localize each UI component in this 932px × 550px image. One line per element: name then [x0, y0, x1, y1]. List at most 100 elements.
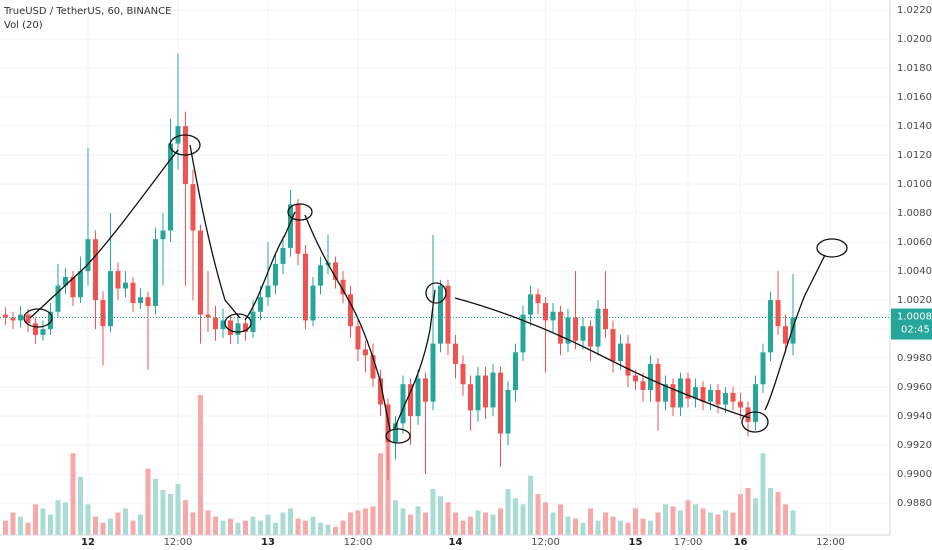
volume-bar: [468, 516, 474, 535]
volume-bar: [790, 510, 796, 535]
candle-body: [483, 375, 489, 408]
candle-body: [227, 320, 233, 335]
y-tick-label: 1.0140: [897, 121, 932, 132]
y-tick-label: 1.0200: [897, 34, 932, 45]
volume-bar: [460, 520, 466, 535]
volume-bar: [220, 520, 226, 535]
candle-body: [520, 314, 526, 353]
candle-body: [197, 230, 203, 315]
candle-body: [783, 326, 789, 344]
volume-bar: [520, 504, 526, 535]
volume-bar: [17, 516, 23, 535]
volume-bar: [77, 476, 83, 535]
candle-body: [415, 378, 421, 417]
volume-bar: [633, 508, 639, 535]
volume-bar: [212, 516, 218, 535]
volume-bar: [317, 522, 323, 535]
volume-bar: [32, 504, 38, 535]
volume-bar: [663, 504, 669, 535]
candle-body: [190, 184, 196, 231]
volume-bar: [505, 489, 511, 535]
candle-body: [130, 282, 136, 304]
volume-bar: [753, 498, 759, 535]
candle-body: [400, 384, 406, 424]
volume-bar: [115, 512, 121, 535]
volume-bar: [723, 510, 729, 535]
y-tick-label: 1.0100: [897, 179, 932, 190]
volume-bar: [302, 520, 308, 535]
y-tick-label: 0.9900: [897, 469, 932, 480]
volume-bar: [152, 478, 158, 535]
volume-bar: [47, 514, 53, 535]
volume-bar: [160, 490, 166, 535]
volume-bar: [122, 508, 128, 535]
candle-body: [385, 404, 391, 443]
y-tick-label: 0.9940: [897, 411, 932, 422]
candle-body: [122, 282, 128, 289]
volume-bar: [475, 510, 481, 535]
volume-bar: [85, 504, 91, 535]
volume-bar: [62, 502, 68, 535]
volume-bar: [325, 524, 331, 535]
candles: [0, 53, 890, 480]
volume-bar: [370, 506, 376, 535]
volume-bar: [603, 512, 609, 535]
x-tick-label: 12:00: [344, 537, 373, 548]
candle-body: [535, 294, 541, 304]
candle-body: [392, 423, 398, 443]
candle-body: [693, 387, 699, 399]
candle-body: [558, 311, 564, 344]
candle-body: [663, 384, 669, 402]
x-tick-label: 12:00: [164, 537, 193, 548]
x-tick-label: 12:00: [531, 537, 560, 548]
volume-bar: [595, 520, 601, 535]
candle-body: [603, 308, 609, 330]
volume-bar: [377, 453, 383, 535]
volume-bar: [92, 516, 98, 535]
volume-bar: [490, 514, 496, 535]
candle-body: [790, 317, 796, 344]
volume-bar: [700, 508, 706, 535]
candle-body: [453, 343, 459, 364]
candle-body: [445, 285, 451, 344]
volume-bar: [513, 498, 519, 535]
price-label-box: [891, 308, 932, 340]
volume-bar: [332, 526, 338, 535]
trend-drawing: [29, 144, 826, 431]
candle-body: [287, 204, 293, 248]
volume-bar: [190, 512, 196, 535]
volume-bar: [55, 500, 61, 535]
volume-bar: [280, 512, 286, 535]
y-tick-label: 1.0160: [897, 92, 932, 103]
candle-body: [745, 407, 751, 422]
volume-bar: [430, 489, 436, 535]
volume-bar: [235, 522, 241, 535]
volume-bar: [708, 512, 714, 535]
candle-body: [407, 384, 413, 417]
volume-bar: [242, 520, 248, 535]
volume-bar: [543, 502, 549, 535]
y-tick-label: 0.9920: [897, 440, 932, 451]
candle-body: [340, 279, 346, 295]
candle-body: [47, 311, 53, 330]
volume-bar: [783, 504, 789, 535]
candle-body: [753, 384, 759, 422]
candle-body: [2, 314, 8, 318]
y-tick-label: 0.9960: [897, 382, 932, 393]
volume-bar: [400, 508, 406, 535]
candle-body: [55, 285, 61, 312]
candle-body: [310, 285, 316, 321]
x-tick-label: 12: [81, 537, 95, 548]
candle-body: [685, 378, 691, 399]
candle-body: [332, 262, 338, 280]
candle-body: [17, 314, 23, 321]
volume-bar: [437, 496, 443, 535]
candle-body: [573, 317, 579, 341]
volume-bar: [558, 504, 564, 535]
candle-body: [175, 126, 181, 144]
candle-body: [595, 308, 601, 347]
volume-bar: [415, 506, 421, 535]
volume-bar: [768, 487, 774, 535]
volume-bar: [227, 518, 233, 535]
